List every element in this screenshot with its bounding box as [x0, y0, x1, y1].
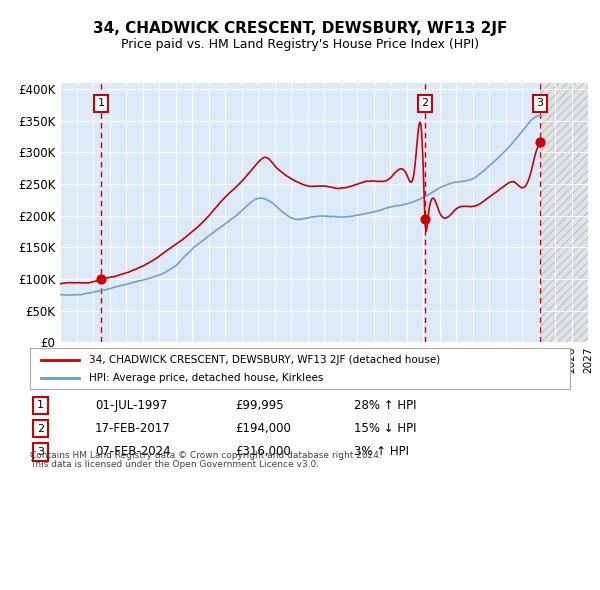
- Text: 28% ↑ HPI: 28% ↑ HPI: [354, 399, 416, 412]
- Text: 34, CHADWICK CRESCENT, DEWSBURY, WF13 2JF (detached house): 34, CHADWICK CRESCENT, DEWSBURY, WF13 2J…: [89, 355, 440, 365]
- Text: 3: 3: [536, 99, 544, 109]
- Text: 15% ↓ HPI: 15% ↓ HPI: [354, 422, 416, 435]
- Text: £316,000: £316,000: [235, 445, 291, 458]
- Text: This data is licensed under the Open Government Licence v3.0.: This data is licensed under the Open Gov…: [30, 460, 319, 469]
- Text: 07-FEB-2024: 07-FEB-2024: [95, 445, 170, 458]
- Text: 2: 2: [37, 424, 44, 434]
- Point: [535, 137, 545, 147]
- Text: 1: 1: [98, 99, 105, 109]
- Text: £99,995: £99,995: [235, 399, 284, 412]
- Bar: [540, 83, 588, 342]
- Text: 2: 2: [421, 99, 428, 109]
- Bar: [540, 83, 588, 342]
- Text: 17-FEB-2017: 17-FEB-2017: [95, 422, 170, 435]
- Text: 01-JUL-1997: 01-JUL-1997: [95, 399, 167, 412]
- Text: 3% ↑ HPI: 3% ↑ HPI: [354, 445, 409, 458]
- Text: Price paid vs. HM Land Registry's House Price Index (HPI): Price paid vs. HM Land Registry's House …: [121, 38, 479, 51]
- Text: 34, CHADWICK CRESCENT, DEWSBURY, WF13 2JF: 34, CHADWICK CRESCENT, DEWSBURY, WF13 2J…: [93, 21, 507, 35]
- Text: £194,000: £194,000: [235, 422, 291, 435]
- Point: [420, 215, 430, 224]
- Text: 1: 1: [37, 401, 44, 411]
- Text: HPI: Average price, detached house, Kirklees: HPI: Average price, detached house, Kirk…: [89, 373, 324, 383]
- Point: [97, 274, 106, 284]
- Text: 3: 3: [37, 447, 44, 457]
- Text: Contains HM Land Registry data © Crown copyright and database right 2024.: Contains HM Land Registry data © Crown c…: [30, 451, 382, 460]
